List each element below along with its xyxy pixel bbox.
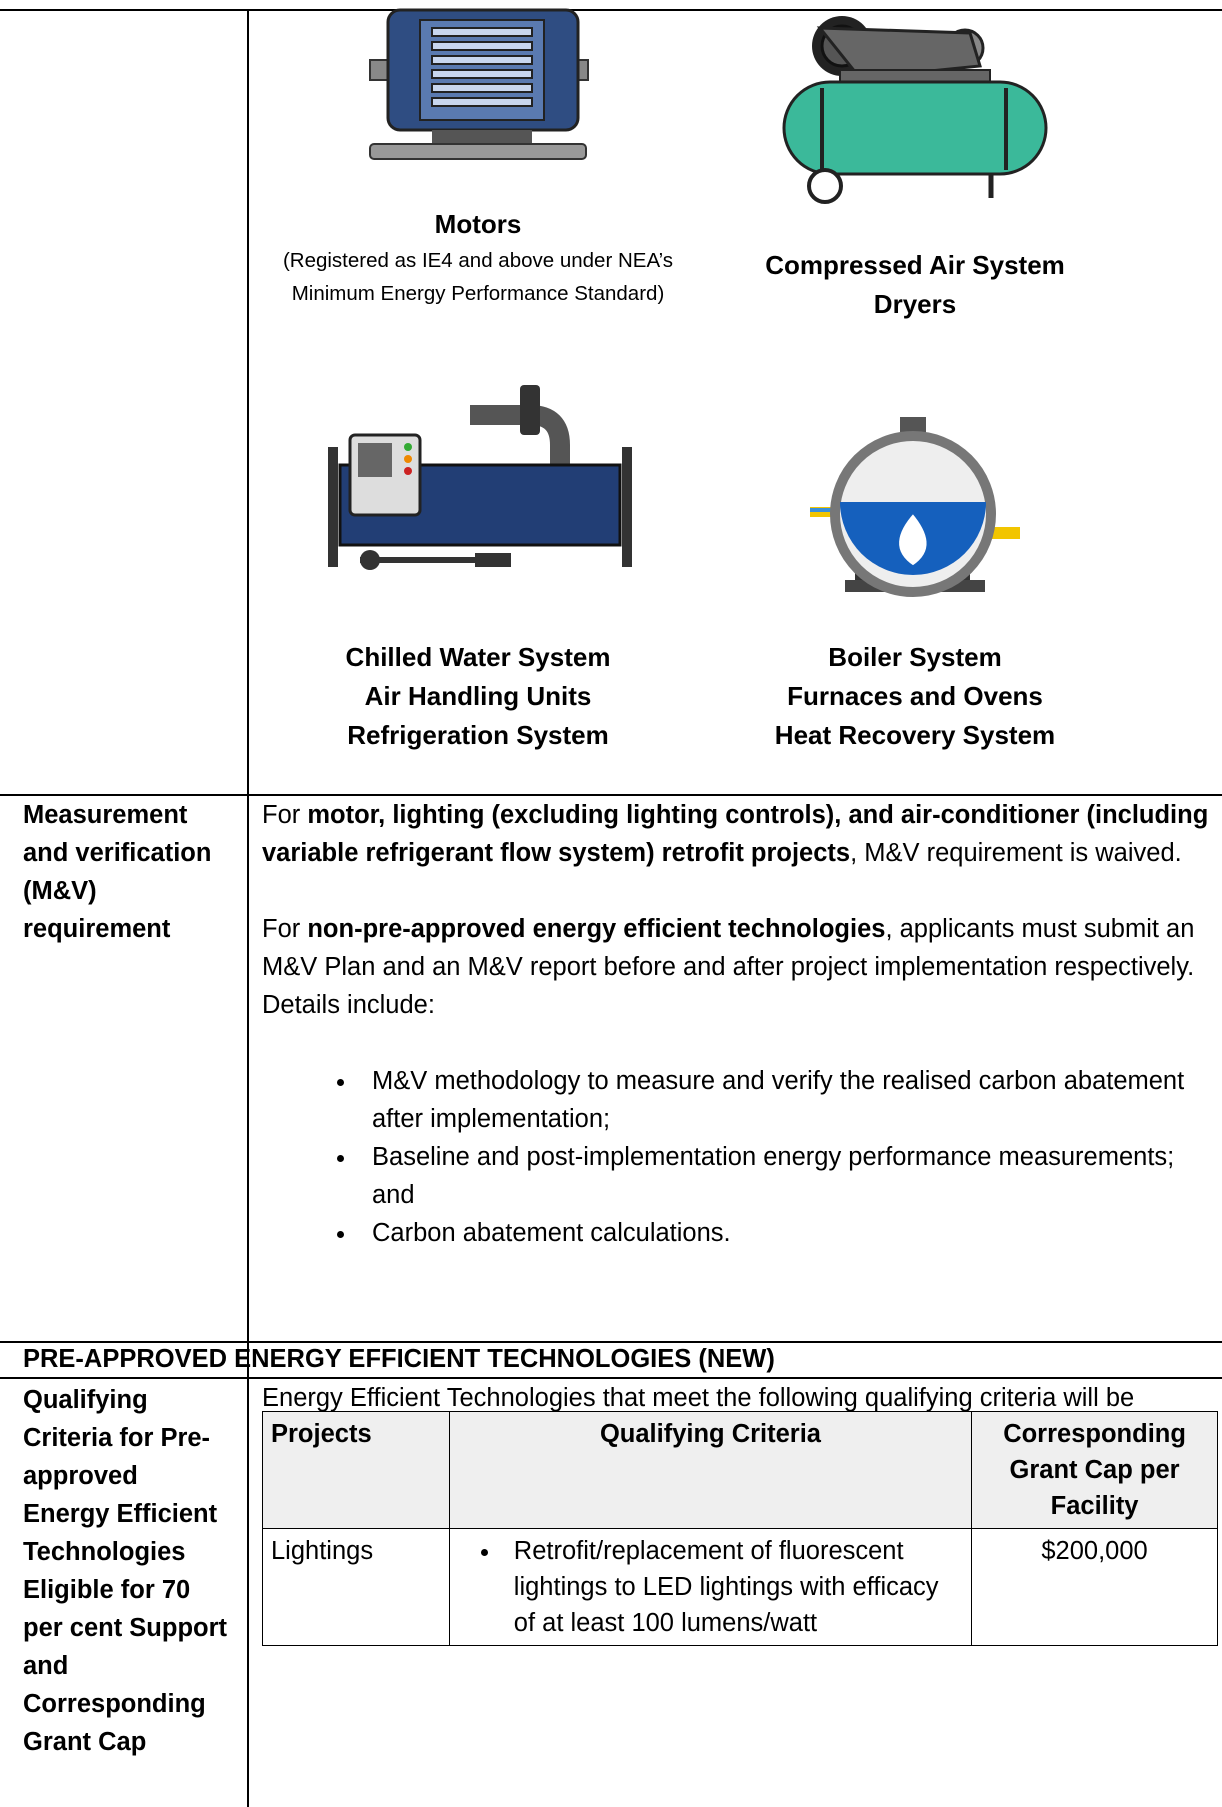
- table-row: Lightings Retrofit/replacement of fluores…: [262, 1528, 1218, 1646]
- equipment-line: Compressed Air System: [765, 250, 1065, 280]
- equipment-line: Boiler System: [828, 642, 1002, 672]
- paragraph: For non-pre-approved energy efficient te…: [262, 910, 1217, 1024]
- border: [247, 1377, 249, 1807]
- equipment-line: Air Handling Units: [364, 681, 592, 711]
- border: [0, 1341, 1222, 1343]
- text-run: non-pre-approved energy efficient techno…: [307, 915, 886, 943]
- border: [0, 9, 1222, 11]
- bullet-list: M&V methodology to measure and verify th…: [262, 1062, 1217, 1252]
- border: [247, 9, 249, 1377]
- column-header: Qualifying Criteria: [448, 1411, 973, 1529]
- equipment-line: Motors: [434, 209, 522, 239]
- mv-body: For motor, lighting (excluding lighting …: [262, 796, 1217, 1252]
- text-run: , applicants must submit an M&V Plan and…: [262, 915, 1195, 1019]
- compressor-icon: [782, 16, 1048, 204]
- equipment-line: Furnaces and Ovens: [787, 681, 1043, 711]
- qualifying-label: Qualifying Criteria for Pre-approved Ene…: [23, 1386, 228, 1756]
- equipment-line: Heat Recovery System: [774, 720, 1056, 750]
- equipment-boiler: Boiler System Furnaces and Ovens Heat Reco…: [690, 638, 1140, 755]
- criteria-list: Retrofit/replacement of fluorescent ligh…: [458, 1533, 963, 1641]
- bullet-item: Baseline and post-implementation energy …: [358, 1138, 1217, 1214]
- equipment-chilled-water: Chilled Water System Air Handling Units Re…: [258, 638, 698, 755]
- border: [0, 1377, 1222, 1379]
- text-run: For: [262, 915, 308, 943]
- project-cell: Lightings: [262, 1528, 450, 1646]
- column-header: Corresponding Grant Cap per Facility: [971, 1411, 1218, 1529]
- criteria-table: Projects Qualifying Criteria Corresponding…: [262, 1411, 1218, 1646]
- equipment-note: (Registered as IE4 and above under NEA’s…: [282, 249, 674, 305]
- equipment-compressed-air: Compressed Air System Dryers: [690, 246, 1140, 324]
- text-run: For: [262, 801, 308, 829]
- table-header-row: Projects Qualifying Criteria Corresponding…: [262, 1411, 1218, 1529]
- text-run: motor, lighting (excluding lighting cont…: [262, 801, 1209, 867]
- equipment-line: Dryers: [873, 289, 957, 319]
- criteria-item: Retrofit/replacement of fluorescent ligh…: [502, 1533, 963, 1641]
- bullet-item: Carbon abatement calculations.: [358, 1214, 1217, 1252]
- column-header: Projects: [262, 1411, 450, 1529]
- equipment-line: Chilled Water System: [345, 642, 611, 672]
- criteria-cell: Retrofit/replacement of fluorescent ligh…: [448, 1528, 973, 1646]
- border: [0, 794, 1222, 796]
- grant-cap-cell: $200,000: [971, 1528, 1218, 1646]
- paragraph: For motor, lighting (excluding lighting …: [262, 796, 1217, 872]
- equipment-motors: Motors (Registered as IE4 and above under…: [258, 205, 698, 310]
- motor-icon: [369, 8, 589, 160]
- chiller-icon: [328, 385, 632, 570]
- mv-label: Measurement and verification (M&V) requi…: [23, 801, 212, 943]
- boiler-icon: [810, 417, 1020, 597]
- equipment-line: Refrigeration System: [347, 720, 609, 750]
- bullet-item: M&V methodology to measure and verify th…: [358, 1062, 1217, 1138]
- section-heading: PRE-APPROVED ENERGY EFFICIENT TECHNOLOGI…: [23, 1345, 775, 1373]
- text-run: , M&V requirement is waived.: [850, 839, 1182, 867]
